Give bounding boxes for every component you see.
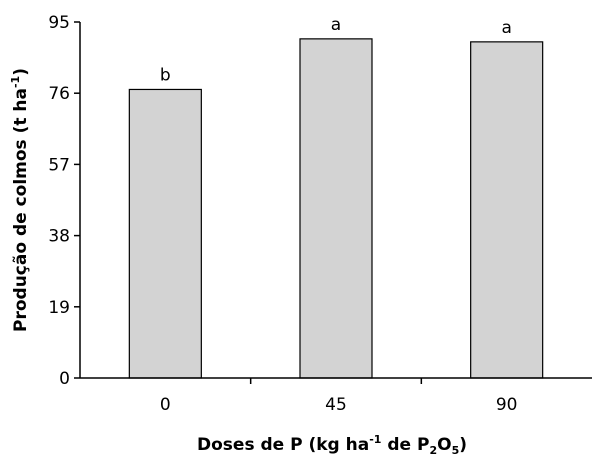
y-ticks-group: 0 19 38 57 76 95 [48, 13, 80, 389]
y-axis-title-main: Produção de colmos (t ha [11, 88, 31, 332]
y-tick-label: 57 [48, 155, 70, 175]
x-ticks-group: 0 45 90 [160, 378, 518, 415]
y-tick-label: 19 [48, 298, 70, 318]
bar-letter-label: a [331, 15, 341, 35]
bar-45 [299, 38, 373, 379]
x-axis-title-o: O [437, 435, 451, 455]
x-axis-title-sub1: 2 [429, 444, 437, 457]
x-axis-title-main: Doses de P (kg ha [197, 435, 369, 455]
x-axis-title: Doses de P (kg ha-1 de P2O5) [197, 433, 467, 457]
y-tick-label: 76 [48, 84, 70, 104]
bar-letter-label: b [160, 65, 171, 85]
y-tick-label: 0 [59, 369, 70, 389]
x-axis-title-mid: de P [381, 435, 429, 455]
y-axis-title-sup: -1 [9, 76, 22, 88]
y-axis-title-end: ) [11, 68, 31, 76]
bar-labels-group: b a a [160, 15, 512, 86]
x-tick-label: 0 [160, 395, 171, 415]
bar-letter-label: a [501, 18, 511, 38]
x-tick-label: 45 [325, 395, 347, 415]
x-axis-title-sup: -1 [369, 433, 381, 446]
y-tick-label: 38 [48, 227, 70, 247]
y-axis-title: Produção de colmos (t ha-1) [9, 68, 31, 332]
x-axis-title-sub2: 5 [452, 444, 460, 457]
x-tick-label: 90 [496, 395, 518, 415]
bars-group [128, 38, 544, 379]
bar-0 [128, 88, 202, 379]
bar-90 [470, 41, 544, 379]
x-axis-title-end: ) [459, 435, 467, 455]
y-tick-label: 95 [48, 13, 70, 33]
